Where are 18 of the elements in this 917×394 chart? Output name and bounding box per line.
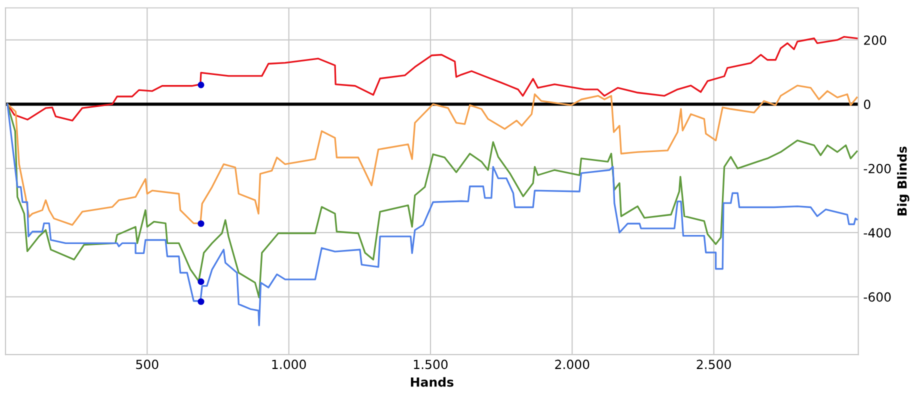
y-tick-label: 0 <box>864 100 870 110</box>
point <box>198 278 204 286</box>
x-tick-label: 500 <box>136 360 158 370</box>
y-tick-label: -600 <box>864 292 891 302</box>
x-tick-label: 1.000 <box>272 360 306 370</box>
point <box>198 298 204 305</box>
x-tick-label: 2.000 <box>555 360 590 370</box>
y-tick-label: 200 <box>864 35 886 45</box>
x-tick-label: 1.500 <box>414 360 448 370</box>
line-series <box>6 36 858 122</box>
line-series <box>6 84 858 226</box>
y-axis-title: Big Blinds <box>897 146 910 216</box>
y-tick-label: -400 <box>864 228 891 238</box>
x-axis-title: Hands <box>410 377 454 387</box>
y-tick-label: -200 <box>864 164 891 174</box>
x-tick-label: 2.500 <box>696 360 731 370</box>
point <box>198 82 204 88</box>
point <box>198 220 204 227</box>
